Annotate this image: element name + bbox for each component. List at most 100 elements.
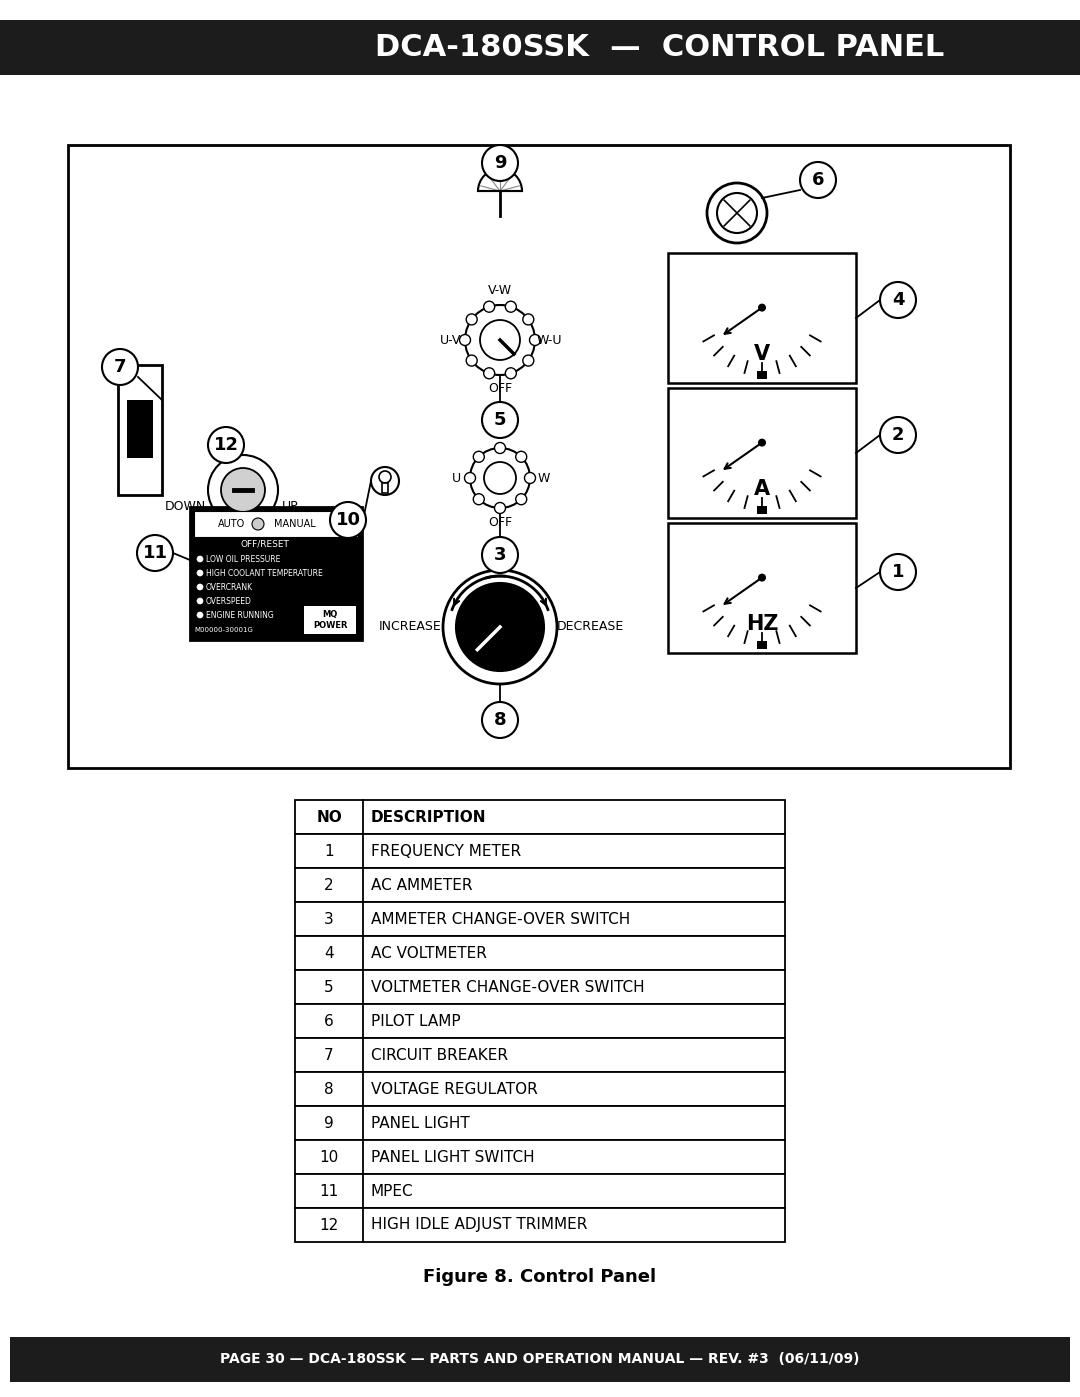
Text: AC VOLTMETER: AC VOLTMETER — [372, 946, 487, 961]
Text: NO: NO — [316, 809, 342, 824]
Text: 6: 6 — [324, 1013, 334, 1028]
Circle shape — [484, 462, 516, 495]
Text: 8: 8 — [494, 711, 507, 729]
Circle shape — [505, 302, 516, 312]
Bar — [295, 902, 785, 936]
Text: 5: 5 — [324, 979, 334, 995]
Circle shape — [505, 367, 516, 379]
Circle shape — [516, 493, 527, 504]
Circle shape — [800, 162, 836, 198]
Text: PAGE 30 — DCA-180SSK — PARTS AND OPERATION MANUAL — REV. #3  (06/11/09): PAGE 30 — DCA-180SSK — PARTS AND OPERATI… — [220, 1352, 860, 1366]
Text: 4: 4 — [892, 291, 904, 309]
Text: HIGH IDLE ADJUST TRIMMER: HIGH IDLE ADJUST TRIMMER — [372, 1218, 588, 1232]
Text: 4: 4 — [324, 946, 334, 961]
Circle shape — [443, 570, 557, 685]
Circle shape — [880, 282, 916, 319]
Text: 1: 1 — [324, 844, 334, 859]
Text: 8: 8 — [324, 1081, 334, 1097]
Circle shape — [252, 518, 264, 529]
Circle shape — [456, 583, 544, 671]
Text: 10: 10 — [336, 511, 361, 529]
Circle shape — [523, 355, 534, 366]
Circle shape — [480, 320, 519, 360]
Text: W: W — [538, 472, 550, 485]
Circle shape — [197, 612, 203, 617]
Text: AC AMMETER: AC AMMETER — [372, 877, 473, 893]
Text: 11: 11 — [320, 1183, 339, 1199]
Bar — [488, 158, 512, 176]
Text: PILOT LAMP: PILOT LAMP — [372, 1013, 461, 1028]
Text: OVERSPEED: OVERSPEED — [206, 597, 252, 605]
Text: PANEL LIGHT SWITCH: PANEL LIGHT SWITCH — [372, 1150, 535, 1165]
Text: AMMETER CHANGE-OVER SWITCH: AMMETER CHANGE-OVER SWITCH — [372, 911, 631, 926]
Circle shape — [707, 183, 767, 243]
Bar — [68, 145, 1010, 768]
Circle shape — [197, 570, 203, 576]
Bar — [295, 834, 785, 868]
Text: PANEL LIGHT: PANEL LIGHT — [372, 1115, 470, 1130]
Text: ENGINE RUNNING: ENGINE RUNNING — [206, 610, 273, 619]
Circle shape — [473, 493, 484, 504]
Circle shape — [880, 416, 916, 453]
Text: MQ
POWER: MQ POWER — [313, 610, 348, 630]
Text: OFF: OFF — [488, 383, 512, 395]
Text: OFF: OFF — [488, 515, 512, 528]
Text: AUTO: AUTO — [218, 520, 245, 529]
Circle shape — [495, 443, 505, 454]
Circle shape — [372, 467, 399, 495]
Circle shape — [484, 367, 495, 379]
Text: INCREASE: INCREASE — [379, 620, 442, 633]
Bar — [295, 970, 785, 1004]
Circle shape — [482, 703, 518, 738]
Text: V-W: V-W — [488, 285, 512, 298]
Circle shape — [758, 439, 766, 447]
Circle shape — [197, 556, 203, 562]
Text: 9: 9 — [494, 154, 507, 172]
Bar — [194, 511, 357, 536]
Circle shape — [467, 355, 477, 366]
Circle shape — [758, 303, 766, 312]
Text: VOLTMETER CHANGE-OVER SWITCH: VOLTMETER CHANGE-OVER SWITCH — [372, 979, 645, 995]
Text: W-U: W-U — [537, 334, 562, 346]
Bar — [295, 936, 785, 970]
Text: 12: 12 — [214, 436, 239, 454]
Text: LOW OIL PRESSURE: LOW OIL PRESSURE — [206, 555, 281, 563]
Bar — [757, 641, 767, 650]
Bar — [382, 483, 388, 493]
Circle shape — [482, 145, 518, 182]
Circle shape — [330, 502, 366, 538]
Circle shape — [516, 451, 527, 462]
Text: 10: 10 — [320, 1150, 339, 1165]
Text: 1: 1 — [892, 563, 904, 581]
Text: 11: 11 — [143, 543, 167, 562]
Circle shape — [482, 402, 518, 439]
Text: 7: 7 — [113, 358, 126, 376]
Bar — [757, 372, 767, 379]
Bar — [295, 1173, 785, 1208]
Text: 6: 6 — [812, 170, 824, 189]
Bar — [118, 365, 162, 495]
Text: FREQUENCY METER: FREQUENCY METER — [372, 844, 522, 859]
Bar — [10, 1337, 1070, 1382]
Circle shape — [465, 305, 535, 374]
Text: 9: 9 — [324, 1115, 334, 1130]
Circle shape — [495, 503, 505, 514]
Circle shape — [758, 574, 766, 581]
Bar — [295, 1106, 785, 1140]
Text: V: V — [754, 345, 770, 365]
Text: 12: 12 — [320, 1218, 339, 1232]
Bar — [127, 400, 153, 458]
Circle shape — [525, 472, 536, 483]
Text: 7: 7 — [324, 1048, 334, 1063]
Circle shape — [197, 584, 203, 590]
Text: UP: UP — [282, 500, 298, 514]
Text: VOLTAGE REGULATOR: VOLTAGE REGULATOR — [372, 1081, 538, 1097]
Bar — [295, 1140, 785, 1173]
Text: U: U — [451, 472, 460, 485]
Text: CIRCUIT BREAKER: CIRCUIT BREAKER — [372, 1048, 508, 1063]
Text: 3: 3 — [494, 546, 507, 564]
Circle shape — [880, 555, 916, 590]
Circle shape — [208, 427, 244, 462]
Circle shape — [464, 472, 475, 483]
Text: HZ: HZ — [746, 615, 779, 634]
